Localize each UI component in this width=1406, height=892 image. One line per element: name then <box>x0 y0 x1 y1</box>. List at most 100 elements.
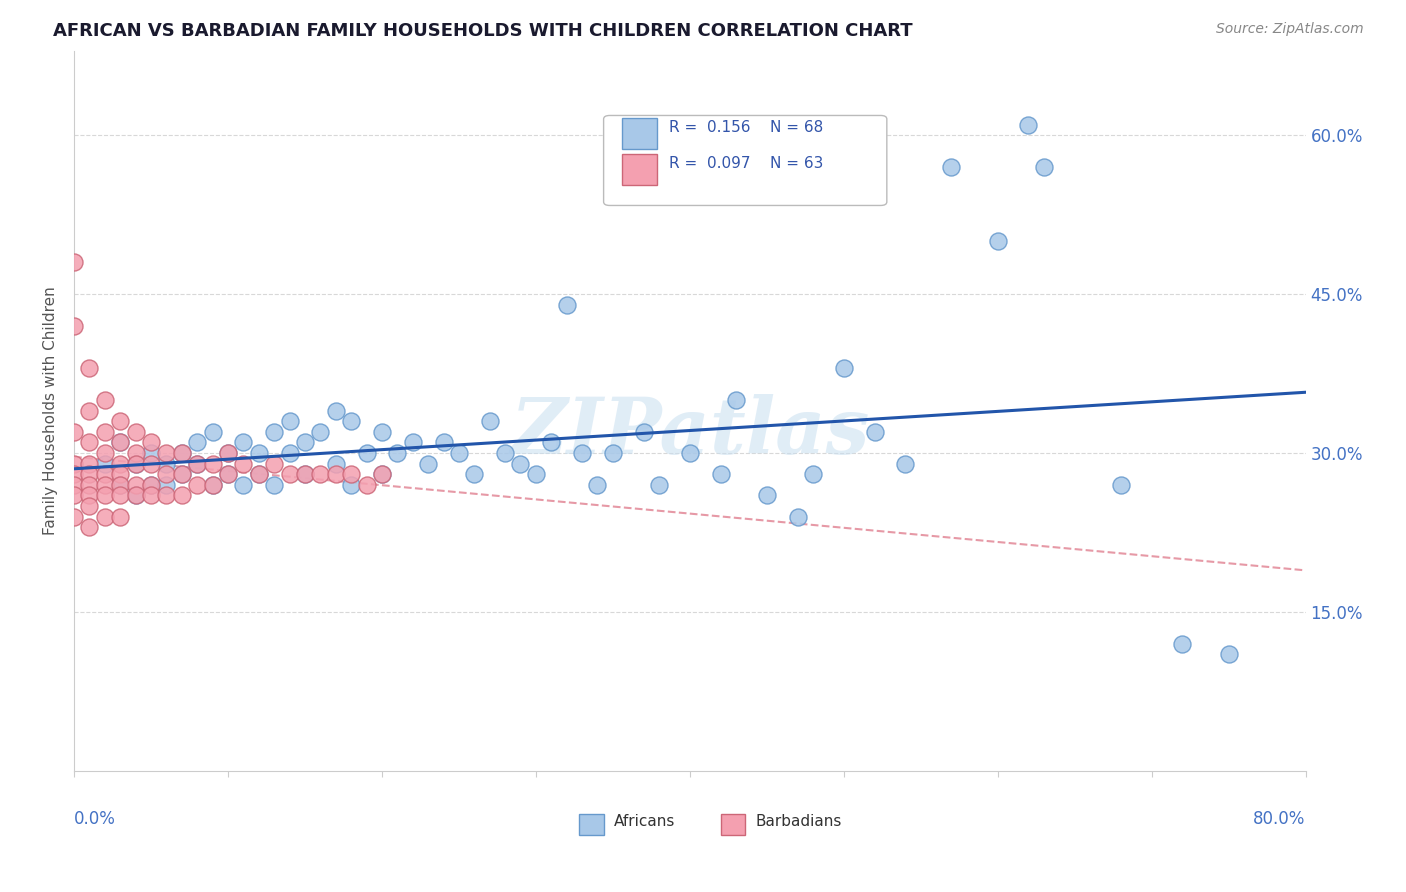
Point <box>1218 647 1240 661</box>
Point <box>79 499 101 513</box>
Point <box>340 467 363 482</box>
Point <box>155 488 177 502</box>
Point <box>371 467 394 482</box>
Point <box>79 361 101 376</box>
Point <box>724 392 747 407</box>
Point <box>648 477 671 491</box>
Point <box>110 435 132 450</box>
Point <box>201 425 224 439</box>
Point <box>79 435 101 450</box>
Point <box>124 457 146 471</box>
Point <box>139 477 162 491</box>
Point <box>94 392 117 407</box>
Point <box>124 488 146 502</box>
Y-axis label: Family Households with Children: Family Households with Children <box>44 286 58 535</box>
Text: R =  0.156    N = 68: R = 0.156 N = 68 <box>669 120 823 136</box>
Point <box>447 446 470 460</box>
Point <box>94 467 117 482</box>
Point <box>232 435 254 450</box>
Point <box>340 414 363 428</box>
Point <box>524 467 547 482</box>
Point <box>987 234 1010 248</box>
Point <box>94 488 117 502</box>
Text: Africans: Africans <box>613 814 675 830</box>
Point <box>110 457 132 471</box>
Point <box>170 488 193 502</box>
Point <box>263 425 285 439</box>
Point <box>1017 118 1039 132</box>
Point <box>94 477 117 491</box>
Point <box>325 467 347 482</box>
Point <box>247 446 270 460</box>
Point <box>110 488 132 502</box>
Text: Barbadians: Barbadians <box>755 814 841 830</box>
Point <box>217 446 239 460</box>
Point <box>110 414 132 428</box>
Point <box>894 457 917 471</box>
Point <box>801 467 824 482</box>
Point <box>155 477 177 491</box>
Point <box>1171 636 1194 650</box>
Point <box>294 467 316 482</box>
Point <box>186 457 208 471</box>
Point <box>247 467 270 482</box>
Point <box>110 477 132 491</box>
Point <box>110 477 132 491</box>
Point <box>509 457 531 471</box>
Point <box>110 509 132 524</box>
Point <box>139 435 162 450</box>
Point <box>294 467 316 482</box>
Point <box>309 425 332 439</box>
Point <box>63 318 86 333</box>
Point <box>356 477 378 491</box>
Point <box>325 403 347 417</box>
Point <box>170 467 193 482</box>
Point <box>571 446 593 460</box>
Text: 0.0%: 0.0% <box>75 810 115 828</box>
Point <box>139 457 162 471</box>
Point <box>478 414 501 428</box>
Point <box>432 435 454 450</box>
FancyBboxPatch shape <box>603 115 887 205</box>
Text: 80.0%: 80.0% <box>1253 810 1306 828</box>
Point <box>124 477 146 491</box>
Point <box>232 457 254 471</box>
Point <box>124 488 146 502</box>
Point <box>418 457 440 471</box>
Point <box>540 435 562 450</box>
Point <box>217 467 239 482</box>
Point <box>278 414 301 428</box>
Point <box>79 477 101 491</box>
Point <box>79 403 101 417</box>
Point <box>247 467 270 482</box>
Point <box>94 425 117 439</box>
Point <box>387 446 409 460</box>
Point <box>340 477 363 491</box>
Point <box>139 477 162 491</box>
Point <box>186 435 208 450</box>
Point <box>602 446 624 460</box>
Point <box>371 425 394 439</box>
Point <box>94 446 117 460</box>
Point <box>217 467 239 482</box>
Point <box>278 446 301 460</box>
Point <box>325 457 347 471</box>
Point <box>186 477 208 491</box>
Point <box>555 298 578 312</box>
Point <box>371 467 394 482</box>
Point <box>832 361 855 376</box>
Point <box>79 467 101 482</box>
Point <box>139 488 162 502</box>
Point <box>63 477 86 491</box>
Text: ZIPatlas: ZIPatlas <box>510 394 869 470</box>
Point <box>679 446 702 460</box>
FancyBboxPatch shape <box>721 814 745 836</box>
Point <box>786 509 808 524</box>
Point <box>79 520 101 534</box>
Point <box>186 457 208 471</box>
Point <box>586 477 609 491</box>
Point <box>155 457 177 471</box>
Point <box>110 467 132 482</box>
Point <box>63 425 86 439</box>
Point <box>63 488 86 502</box>
